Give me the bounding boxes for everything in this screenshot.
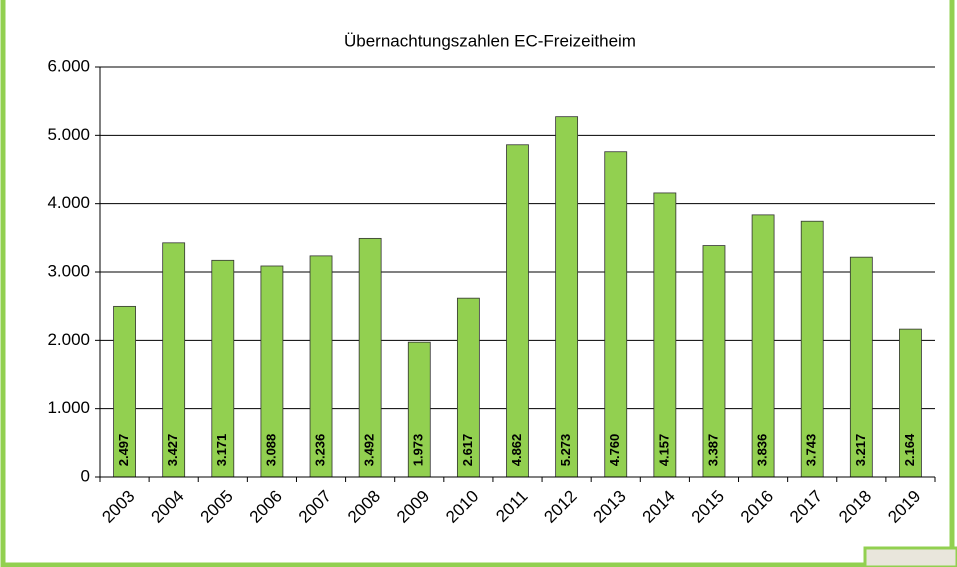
value-label: 2.497 bbox=[116, 434, 131, 467]
value-label: 3.171 bbox=[214, 434, 229, 467]
x-tick-label: 2014 bbox=[639, 487, 679, 527]
x-tick-label: 2016 bbox=[737, 487, 777, 527]
x-tick-label: 2018 bbox=[835, 487, 875, 527]
corner-image bbox=[865, 548, 957, 567]
x-tick-label: 2007 bbox=[295, 487, 335, 527]
value-label: 3.387 bbox=[705, 434, 720, 467]
y-tick-label: 5.000 bbox=[47, 125, 90, 144]
value-label: 2.164 bbox=[902, 433, 917, 466]
x-tick-label: 2003 bbox=[98, 487, 138, 527]
chart-title: Übernachtungszahlen EC-Freizeitheim bbox=[344, 31, 636, 50]
bar bbox=[605, 152, 627, 477]
x-tick-label: 2006 bbox=[246, 487, 286, 527]
y-tick-label: 0 bbox=[81, 466, 90, 485]
value-label: 3.836 bbox=[755, 434, 770, 467]
x-tick-label: 2011 bbox=[492, 487, 531, 526]
x-tick-label: 2013 bbox=[590, 487, 630, 527]
x-tick-label: 2010 bbox=[442, 487, 482, 527]
y-tick-label: 1.000 bbox=[47, 398, 90, 417]
y-tick-label: 3.000 bbox=[47, 261, 90, 280]
value-label: 3.088 bbox=[263, 434, 278, 467]
x-tick-label: 2004 bbox=[147, 487, 187, 527]
bar bbox=[507, 145, 529, 477]
y-tick-label: 4.000 bbox=[47, 193, 90, 212]
value-label: 4.157 bbox=[656, 434, 671, 467]
value-label: 3.236 bbox=[312, 434, 327, 467]
x-tick-label: 2019 bbox=[884, 487, 924, 527]
x-tick-label: 2012 bbox=[540, 487, 580, 527]
chart: Übernachtungszahlen EC-Freizeitheim 0 1.0… bbox=[0, 0, 957, 567]
y-tick-label: 2.000 bbox=[47, 330, 90, 349]
value-label: 5.273 bbox=[558, 434, 573, 467]
value-label: 2.617 bbox=[460, 434, 475, 467]
x-tick-label: 2017 bbox=[786, 487, 826, 527]
value-label: 4.862 bbox=[509, 434, 524, 467]
value-label: 3.427 bbox=[165, 434, 180, 467]
y-tick-label: 6.000 bbox=[47, 56, 90, 75]
x-tick-label: 2015 bbox=[688, 487, 728, 527]
value-label: 1.973 bbox=[411, 434, 426, 467]
value-label: 3.217 bbox=[853, 434, 868, 467]
x-tick-label: 2009 bbox=[393, 487, 433, 527]
x-tick-label: 2008 bbox=[344, 487, 384, 527]
value-label: 3.492 bbox=[362, 434, 377, 467]
value-label: 4.760 bbox=[607, 434, 622, 467]
x-tick-label: 2005 bbox=[197, 487, 237, 527]
bar bbox=[556, 117, 578, 477]
page: Übernachtungszahlen EC-Freizeitheim 0 1.0… bbox=[0, 0, 957, 567]
value-label: 3.743 bbox=[804, 434, 819, 467]
